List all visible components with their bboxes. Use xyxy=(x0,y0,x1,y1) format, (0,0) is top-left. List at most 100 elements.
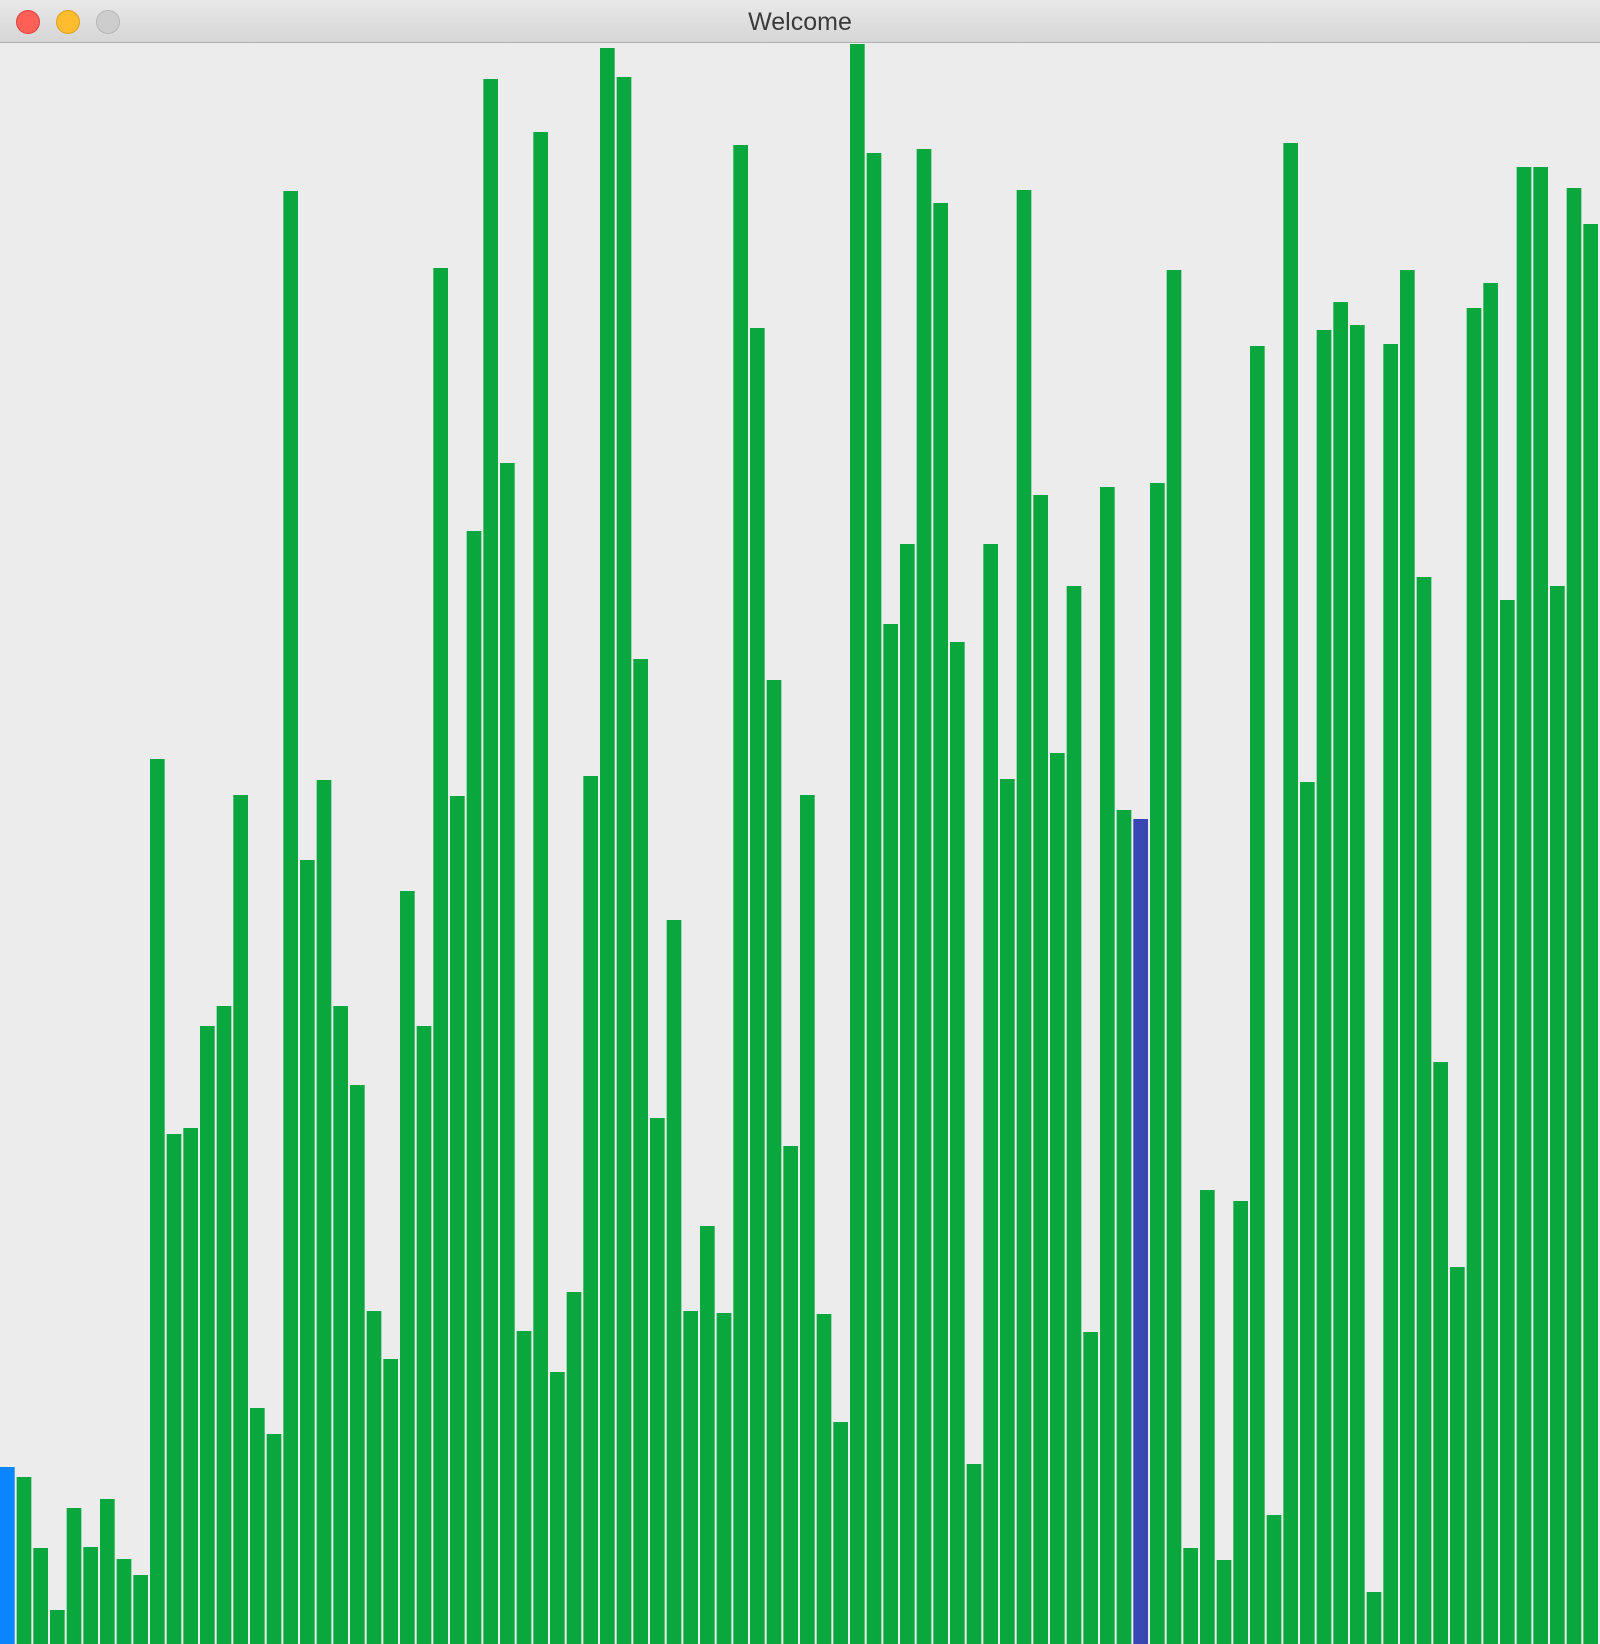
bar-59 xyxy=(983,544,998,1644)
bar-70 xyxy=(1166,270,1182,1644)
zoom-button[interactable] xyxy=(96,10,120,34)
bar-52 xyxy=(866,153,882,1644)
bar-64 xyxy=(1066,586,1082,1644)
bar-81 xyxy=(1350,325,1365,1644)
bar-75 xyxy=(1250,346,1265,1644)
bar-33 xyxy=(550,1372,565,1644)
bar-77 xyxy=(1283,143,1298,1644)
bar-2 xyxy=(33,1548,48,1644)
bar-90 xyxy=(1500,600,1515,1644)
bar-8 xyxy=(133,1575,148,1644)
bar-4 xyxy=(66,1508,82,1644)
bar-45 xyxy=(750,328,765,1644)
bar-62 xyxy=(1033,495,1048,1644)
bar-66 xyxy=(1100,487,1115,1644)
bar-79 xyxy=(1316,330,1332,1644)
bar-14 xyxy=(233,795,248,1644)
bar-54 xyxy=(900,544,915,1644)
bar-23 xyxy=(383,1359,398,1644)
bar-74 xyxy=(1233,1201,1248,1644)
bar-30 xyxy=(500,463,515,1644)
bar-15 xyxy=(250,1408,265,1644)
bar-49 xyxy=(816,1314,832,1644)
bar-82 xyxy=(1366,1592,1382,1644)
sorting-visualizer-canvas xyxy=(0,44,1600,1644)
bar-86 xyxy=(1433,1062,1448,1644)
bar-91 xyxy=(1516,167,1532,1644)
bar-78 xyxy=(1300,782,1315,1644)
bar-95 xyxy=(1583,224,1598,1644)
bar-24 xyxy=(400,891,415,1644)
bar-27 xyxy=(450,796,465,1644)
bar-83 xyxy=(1383,344,1398,1644)
bar-40 xyxy=(666,920,682,1644)
bar-89 xyxy=(1483,283,1498,1644)
bar-10 xyxy=(166,1134,182,1644)
bar-21 xyxy=(350,1085,365,1644)
bar-9 xyxy=(150,759,165,1644)
bar-42 xyxy=(700,1226,715,1644)
bar-18 xyxy=(300,860,315,1644)
bar-43 xyxy=(716,1313,732,1644)
close-button[interactable] xyxy=(16,10,40,34)
bar-88 xyxy=(1466,308,1482,1644)
bar-5 xyxy=(83,1547,98,1644)
minimize-button[interactable] xyxy=(56,10,80,34)
bar-37 xyxy=(616,77,632,1644)
bar-12 xyxy=(200,1026,215,1644)
bar-20 xyxy=(333,1006,348,1644)
bar-57 xyxy=(950,642,965,1644)
bar-36 xyxy=(600,48,615,1644)
bar-50 xyxy=(833,1422,848,1644)
bar-76 xyxy=(1266,1515,1282,1644)
bar-55 xyxy=(916,149,932,1644)
bar-51 xyxy=(850,44,865,1644)
window-title: Welcome xyxy=(748,8,852,36)
bar-19 xyxy=(316,780,332,1644)
bar-48 xyxy=(800,795,815,1644)
bar-85 xyxy=(1416,577,1432,1644)
bar-6 xyxy=(100,1499,115,1644)
bar-11 xyxy=(183,1128,198,1644)
bar-0 xyxy=(0,1467,15,1644)
bar-26 xyxy=(433,268,448,1644)
bar-22 xyxy=(366,1311,382,1644)
bar-72 xyxy=(1200,1190,1215,1644)
bar-38 xyxy=(633,659,648,1644)
bar-84 xyxy=(1400,270,1415,1644)
bar-93 xyxy=(1550,586,1565,1644)
bar-65 xyxy=(1083,1332,1098,1644)
bar-29 xyxy=(483,79,498,1644)
bar-3 xyxy=(50,1610,65,1644)
bar-46 xyxy=(766,680,782,1644)
bar-7 xyxy=(116,1559,132,1644)
bar-13 xyxy=(216,1006,232,1644)
bar-63 xyxy=(1050,753,1065,1644)
bar-35 xyxy=(583,776,598,1644)
bar-69 xyxy=(1150,483,1165,1644)
bar-67 xyxy=(1116,810,1132,1644)
bar-94 xyxy=(1566,188,1582,1644)
bar-41 xyxy=(683,1311,698,1644)
bar-68 xyxy=(1133,819,1148,1644)
bar-56 xyxy=(933,203,948,1644)
bar-39 xyxy=(650,1118,665,1644)
bar-1 xyxy=(16,1477,32,1644)
bar-92 xyxy=(1533,167,1548,1644)
bar-71 xyxy=(1183,1548,1198,1644)
bar-chart xyxy=(0,44,1598,1644)
bar-87 xyxy=(1450,1267,1465,1644)
bar-28 xyxy=(466,531,482,1644)
bar-25 xyxy=(416,1026,432,1644)
bar-61 xyxy=(1016,190,1032,1644)
bar-80 xyxy=(1333,302,1348,1644)
bar-58 xyxy=(966,1464,982,1644)
bar-53 xyxy=(883,624,898,1644)
bar-73 xyxy=(1216,1560,1232,1644)
title-bar[interactable]: Welcome xyxy=(0,0,1600,43)
bar-16 xyxy=(266,1434,282,1644)
bar-60 xyxy=(1000,779,1015,1644)
bar-34 xyxy=(566,1292,582,1644)
bar-31 xyxy=(516,1331,532,1644)
